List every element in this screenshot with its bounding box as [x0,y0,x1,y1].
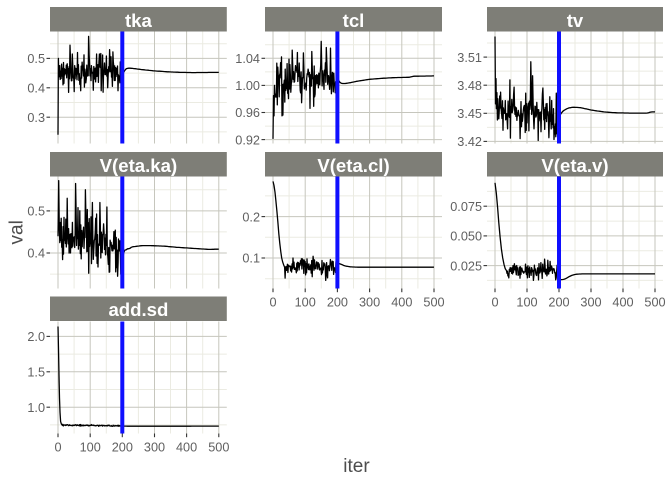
svg-text:1.00: 1.00 [235,79,260,93]
svg-text:tcl: tcl [343,10,365,31]
svg-text:0.92: 0.92 [235,133,260,147]
svg-text:0: 0 [54,440,61,454]
svg-text:0.96: 0.96 [235,106,260,120]
svg-text:0.5: 0.5 [27,52,45,66]
svg-text:0.5: 0.5 [27,205,45,219]
svg-text:val: val [6,220,27,244]
svg-text:0.025: 0.025 [450,259,482,273]
svg-text:V(eta.ka): V(eta.ka) [100,155,178,176]
svg-text:iter: iter [343,456,370,477]
svg-text:400: 400 [176,440,197,454]
svg-text:tv: tv [567,10,584,31]
svg-text:3.51: 3.51 [457,51,482,65]
svg-text:500: 500 [644,295,665,309]
svg-text:3.45: 3.45 [457,107,482,121]
svg-text:400: 400 [391,295,412,309]
svg-text:100: 100 [516,295,537,309]
svg-text:100: 100 [80,440,101,454]
svg-text:tka: tka [125,10,153,31]
svg-text:400: 400 [612,295,633,309]
svg-text:0.075: 0.075 [450,200,482,214]
svg-text:0.4: 0.4 [27,247,45,261]
svg-text:200: 200 [112,440,133,454]
svg-text:300: 300 [144,440,165,454]
svg-text:3.42: 3.42 [457,135,482,149]
svg-text:0.3: 0.3 [27,111,45,125]
svg-text:0.4: 0.4 [27,82,45,96]
svg-text:2.0: 2.0 [27,330,45,344]
svg-text:V(eta.v): V(eta.v) [541,155,608,176]
svg-text:1.04: 1.04 [235,52,260,66]
svg-text:500: 500 [208,440,229,454]
svg-text:1.0: 1.0 [27,401,45,415]
svg-text:300: 300 [359,295,380,309]
svg-text:0.2: 0.2 [242,210,260,224]
svg-text:300: 300 [580,295,601,309]
svg-text:0: 0 [491,295,498,309]
svg-text:500: 500 [423,295,444,309]
svg-text:200: 200 [548,295,569,309]
svg-text:3.48: 3.48 [457,79,482,93]
svg-text:1.5: 1.5 [27,366,45,380]
svg-text:0: 0 [269,295,276,309]
svg-text:V(eta.cl): V(eta.cl) [317,155,389,176]
svg-text:0.050: 0.050 [450,230,482,244]
svg-text:200: 200 [327,295,348,309]
svg-text:add.sd: add.sd [108,299,168,320]
svg-text:0.1: 0.1 [242,252,260,266]
svg-text:100: 100 [295,295,316,309]
